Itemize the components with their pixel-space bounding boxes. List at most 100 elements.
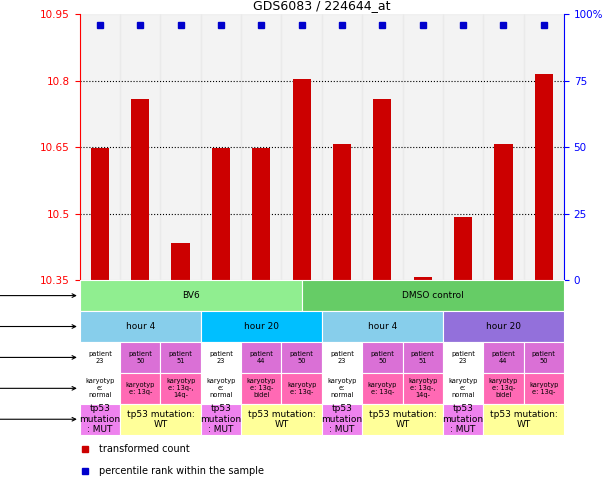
Bar — [120, 404, 200, 435]
Text: karyotyp
e: 13q-,
14q-: karyotyp e: 13q-, 14q- — [408, 378, 438, 398]
Bar — [292, 79, 311, 280]
Text: tp53
mutation
: MUT: tp53 mutation : MUT — [79, 404, 120, 434]
Bar — [80, 404, 120, 435]
Bar — [120, 373, 161, 404]
Bar — [362, 14, 403, 280]
Text: time: time — [0, 322, 75, 331]
Bar — [172, 242, 189, 280]
Text: patient
23: patient 23 — [209, 351, 233, 364]
Bar — [161, 342, 200, 373]
Text: BV6: BV6 — [182, 291, 200, 300]
Text: karyotyp
e:
normal: karyotyp e: normal — [448, 378, 478, 398]
Text: karyotyp
e: 13q-: karyotyp e: 13q- — [368, 382, 397, 395]
Bar — [241, 14, 281, 280]
Bar — [443, 373, 483, 404]
Bar — [252, 148, 270, 280]
Text: hour 20: hour 20 — [244, 322, 279, 331]
Bar — [483, 14, 524, 280]
Bar — [161, 373, 200, 404]
Bar — [241, 342, 281, 373]
Bar — [241, 373, 281, 404]
Text: patient
44: patient 44 — [492, 351, 516, 364]
Bar — [322, 342, 362, 373]
Bar — [80, 342, 120, 373]
Text: tp53 mutation:
WT: tp53 mutation: WT — [368, 410, 436, 429]
Bar — [80, 14, 120, 280]
Bar — [281, 342, 322, 373]
Bar — [494, 144, 512, 280]
Bar — [80, 280, 302, 311]
Text: karyotyp
e: 13q-
bidel: karyotyp e: 13q- bidel — [489, 378, 518, 398]
Bar — [443, 311, 564, 342]
Bar — [241, 404, 322, 435]
Text: patient
23: patient 23 — [330, 351, 354, 364]
Text: hour 20: hour 20 — [486, 322, 521, 331]
Text: agent: agent — [0, 291, 75, 300]
Text: patient
51: patient 51 — [169, 351, 192, 364]
Bar — [322, 404, 362, 435]
Bar — [200, 14, 241, 280]
Bar — [200, 342, 241, 373]
Text: hour 4: hour 4 — [368, 322, 397, 331]
Bar — [403, 14, 443, 280]
Bar — [443, 342, 483, 373]
Bar — [483, 342, 524, 373]
Bar — [362, 404, 443, 435]
Bar — [524, 342, 564, 373]
Text: patient
50: patient 50 — [128, 351, 152, 364]
Text: karyotyp
e: 13q-: karyotyp e: 13q- — [529, 382, 558, 395]
Text: patient
50: patient 50 — [290, 351, 314, 364]
Bar — [212, 148, 230, 280]
Bar — [200, 404, 241, 435]
Text: patient
51: patient 51 — [411, 351, 435, 364]
Text: patient
44: patient 44 — [249, 351, 273, 364]
Text: DMSO control: DMSO control — [402, 291, 463, 300]
Bar — [483, 404, 564, 435]
Text: individual: individual — [0, 353, 75, 362]
Bar — [535, 74, 553, 280]
Bar — [403, 342, 443, 373]
Bar — [120, 342, 161, 373]
Bar — [524, 14, 564, 280]
Text: hour 4: hour 4 — [126, 322, 155, 331]
Text: tp53 mutation:
WT: tp53 mutation: WT — [248, 410, 315, 429]
Text: patient
50: patient 50 — [370, 351, 394, 364]
Text: karyotyp
e: 13q-: karyotyp e: 13q- — [126, 382, 155, 395]
Bar — [322, 311, 443, 342]
Bar — [200, 311, 322, 342]
Bar — [91, 148, 109, 280]
Text: tp53
mutation
: MUT: tp53 mutation : MUT — [321, 404, 362, 434]
Bar — [80, 311, 200, 342]
Bar — [443, 404, 483, 435]
Bar — [362, 373, 403, 404]
Text: karyotyp
e: 13q-
bidel: karyotyp e: 13q- bidel — [246, 378, 276, 398]
Bar — [302, 280, 564, 311]
Text: genotype/variation: genotype/variation — [0, 384, 75, 393]
Text: karyotyp
e:
normal: karyotyp e: normal — [85, 378, 115, 398]
Bar — [131, 99, 150, 280]
Bar — [454, 217, 472, 280]
Text: tp53
mutation
: MUT: tp53 mutation : MUT — [443, 404, 484, 434]
Bar — [483, 373, 524, 404]
Text: other: other — [0, 415, 75, 424]
Text: patient
23: patient 23 — [451, 351, 475, 364]
Bar — [443, 14, 483, 280]
Text: transformed count: transformed count — [99, 444, 190, 454]
Title: GDS6083 / 224644_at: GDS6083 / 224644_at — [253, 0, 390, 12]
Bar — [281, 373, 322, 404]
Text: patient
50: patient 50 — [532, 351, 556, 364]
Text: karyotyp
e: 13q-,
14q-: karyotyp e: 13q-, 14q- — [166, 378, 196, 398]
Text: tp53 mutation:
WT: tp53 mutation: WT — [126, 410, 194, 429]
Bar — [373, 99, 392, 280]
Text: percentile rank within the sample: percentile rank within the sample — [99, 466, 264, 476]
Text: karyotyp
e:
normal: karyotyp e: normal — [327, 378, 357, 398]
Bar — [161, 14, 200, 280]
Text: patient
23: patient 23 — [88, 351, 112, 364]
Bar — [200, 373, 241, 404]
Text: tp53
mutation
: MUT: tp53 mutation : MUT — [200, 404, 242, 434]
Text: karyotyp
e: 13q-: karyotyp e: 13q- — [287, 382, 316, 395]
Bar — [333, 144, 351, 280]
Bar — [281, 14, 322, 280]
Text: karyotyp
e:
normal: karyotyp e: normal — [206, 378, 235, 398]
Text: tp53 mutation:
WT: tp53 mutation: WT — [490, 410, 557, 429]
